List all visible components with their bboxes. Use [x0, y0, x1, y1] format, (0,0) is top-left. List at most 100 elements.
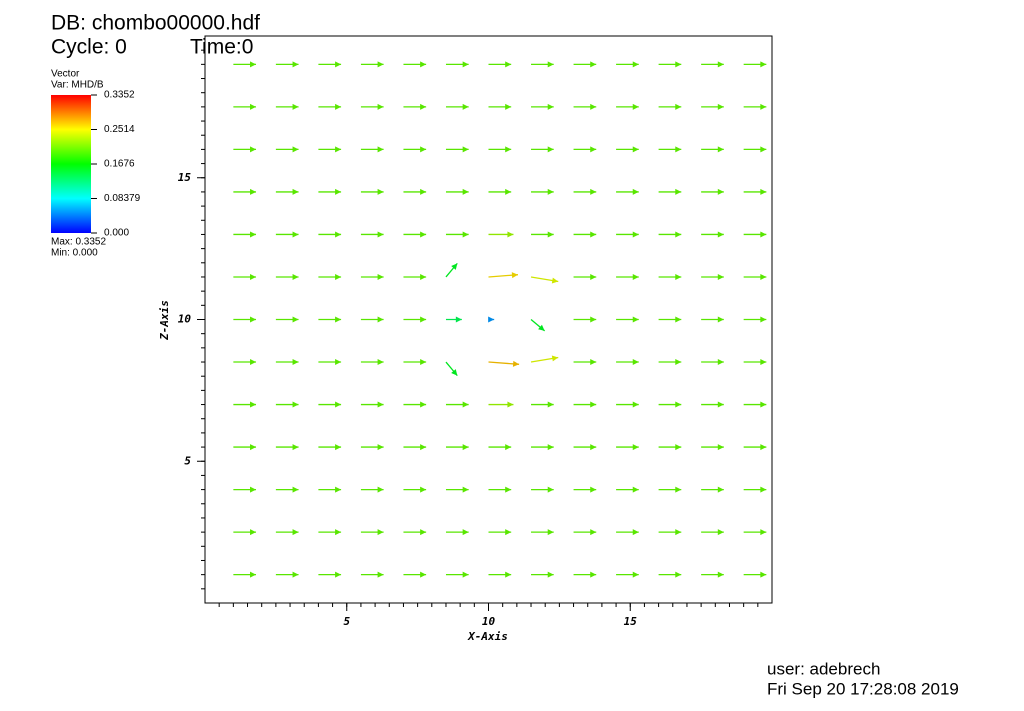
vector-arrow [403, 359, 427, 366]
vector-arrow [701, 103, 724, 110]
colorbar-tick-label: 0.1676 [104, 159, 135, 170]
vector-arrow [233, 231, 257, 238]
vector-arrow [531, 61, 554, 68]
vector-arrow [445, 361, 458, 377]
vector-arrow [488, 571, 512, 578]
vector-arrow [701, 401, 724, 408]
vector-arrow [701, 444, 724, 451]
vector-arrow [445, 103, 469, 110]
vector-arrow [488, 486, 512, 493]
vector-arrow [701, 316, 724, 323]
vector-arrow [318, 231, 342, 238]
vector-arrow [360, 486, 384, 493]
vector-arrow [233, 146, 257, 153]
vector-arrow [531, 188, 554, 195]
vector-arrow [360, 571, 384, 578]
vector-arrow [743, 359, 767, 366]
vector-arrow [360, 359, 384, 366]
vector-arrow [616, 146, 639, 153]
vector-arrow [488, 272, 519, 279]
vector-arrow [530, 319, 546, 332]
vector-arrow [488, 316, 495, 323]
vector-arrow [445, 401, 469, 408]
y-axis-label: Z-Axis [158, 300, 171, 341]
vector-arrow [360, 231, 384, 238]
vector-arrow [360, 103, 384, 110]
vector-arrow [616, 316, 639, 323]
vector-arrow [275, 359, 299, 366]
vector-arrow [743, 571, 767, 578]
vector-arrow [318, 61, 342, 68]
vector-arrow [445, 316, 462, 323]
vector-arrow [275, 273, 299, 280]
vector-arrow [743, 401, 767, 408]
vector-arrow [360, 273, 384, 280]
vector-arrow [318, 146, 342, 153]
legend-title: Vector [51, 69, 80, 80]
vector-arrow [275, 529, 299, 536]
vector-arrow [531, 444, 554, 451]
vector-arrow [658, 273, 682, 280]
vector-arrow [403, 529, 427, 536]
vector-arrow [403, 188, 427, 195]
vector-arrow [531, 401, 554, 408]
time-label: Time:0 [190, 36, 253, 59]
vector-arrow [701, 273, 724, 280]
vector-arrow [573, 61, 597, 68]
vector-arrow [743, 444, 767, 451]
vector-arrow [445, 231, 469, 238]
vector-arrow [701, 61, 724, 68]
vector-arrow [275, 444, 299, 451]
vector-arrow [573, 273, 597, 280]
vector-arrow [275, 401, 299, 408]
vector-arrow [658, 444, 682, 451]
vector-arrow [275, 486, 299, 493]
vector-arrow [360, 444, 384, 451]
vector-arrow [275, 188, 299, 195]
colorbar-tick-label: 0.000 [104, 228, 129, 239]
vector-arrow [701, 571, 724, 578]
vector-arrow [488, 188, 512, 195]
vector-arrow [573, 231, 597, 238]
x-tick-label: 15 [624, 615, 638, 628]
vector-arrow [616, 273, 639, 280]
vector-arrow [573, 401, 597, 408]
vector-arrow [530, 355, 559, 363]
vector-arrow [616, 61, 639, 68]
vector-arrow [233, 273, 257, 280]
vector-arrow [658, 188, 682, 195]
vector-arrow [233, 61, 257, 68]
vector-arrow [233, 359, 257, 366]
legend-min: Min: 0.000 [51, 248, 98, 259]
legend-var: Var: MHD/B [51, 80, 104, 91]
colorbar-tick-label: 0.2514 [104, 124, 135, 135]
vector-arrow [488, 529, 512, 536]
colorbar-tick-label: 0.08379 [104, 193, 141, 204]
vector-arrow [573, 359, 597, 366]
vector-arrow [403, 146, 427, 153]
vector-arrow [658, 61, 682, 68]
vector-arrow [658, 529, 682, 536]
vector-arrow [233, 401, 257, 408]
vector-arrow [616, 444, 639, 451]
vector-arrow [616, 486, 639, 493]
vector-arrow [403, 316, 427, 323]
y-tick-label: 10 [178, 313, 192, 326]
vector-arrow [531, 571, 554, 578]
vector-arrow [233, 571, 257, 578]
vector-arrow [488, 146, 512, 153]
vector-arrow [743, 231, 767, 238]
vector-arrow [445, 146, 469, 153]
vector-arrow [658, 571, 682, 578]
vector-arrow [658, 231, 682, 238]
vector-arrow [445, 444, 469, 451]
vector-arrow [233, 486, 257, 493]
vector-arrow [743, 103, 767, 110]
vector-arrow [743, 146, 767, 153]
vector-arrow [360, 61, 384, 68]
vector-arrow [275, 146, 299, 153]
vector-arrow [445, 529, 469, 536]
vector-arrow [318, 529, 342, 536]
vector-arrow [403, 571, 427, 578]
legend-max: Max: 0.3352 [51, 237, 106, 248]
